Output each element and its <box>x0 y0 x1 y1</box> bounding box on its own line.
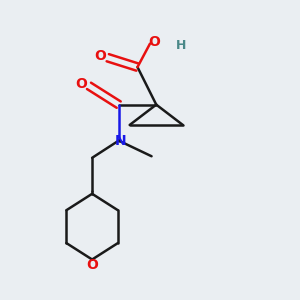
Text: O: O <box>94 49 106 63</box>
Text: N: N <box>115 134 126 148</box>
Text: H: H <box>176 39 187 52</box>
Text: O: O <box>75 77 87 91</box>
Text: O: O <box>86 258 98 272</box>
Text: O: O <box>148 35 160 49</box>
